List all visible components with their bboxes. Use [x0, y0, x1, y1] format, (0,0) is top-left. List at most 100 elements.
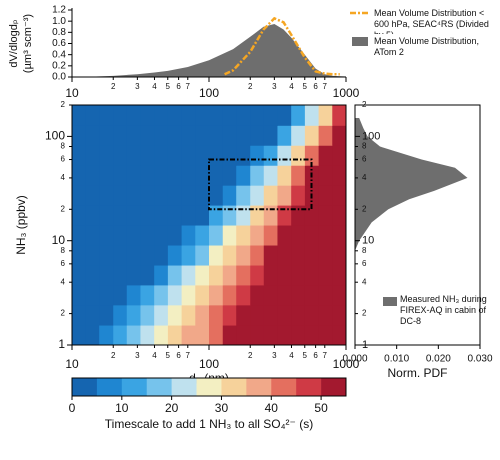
heat-cell [263, 145, 278, 166]
heat-cell [181, 225, 196, 246]
heat-cell [263, 185, 278, 206]
x-tick-label: 4 [289, 351, 294, 360]
heat-cell [222, 105, 237, 126]
heat-cell [209, 325, 224, 346]
heat-cell [126, 225, 141, 246]
heat-cell [140, 165, 155, 186]
heat-cell [250, 165, 265, 186]
heat-cell [113, 285, 128, 306]
heat-cell [277, 304, 292, 326]
heat-cell [99, 105, 114, 126]
heat-cell [236, 265, 251, 286]
heat-cell [222, 325, 237, 346]
y-tick-label: 10 [52, 233, 66, 247]
heat-cell [332, 225, 347, 246]
heat-cell [250, 105, 265, 126]
y-tick-label: 4 [61, 173, 66, 182]
heat-cell [181, 125, 196, 146]
heat-cell [85, 325, 100, 346]
y-tick-label: 0.4 [52, 49, 66, 60]
colorbar-bin [196, 378, 222, 396]
x-tick-label: 2 [248, 82, 253, 91]
heat-cell [181, 145, 196, 166]
heat-cell [304, 265, 320, 286]
heat-cell [140, 325, 155, 346]
x-tick-label: 1000 [333, 357, 360, 371]
heat-cell [291, 245, 306, 266]
heat-cell [113, 185, 128, 206]
heat-cell [236, 304, 251, 326]
heat-cell [318, 225, 333, 246]
heat-cell [113, 325, 128, 346]
colorbar-bin [321, 378, 347, 396]
heat-cell [332, 265, 347, 286]
heat-cell [291, 325, 306, 346]
heat-cell [332, 245, 347, 266]
x-tick-label: 6 [313, 351, 318, 360]
heat-cell [181, 205, 196, 226]
colorbar-tick-label: 40 [265, 401, 279, 415]
heat-cell [263, 165, 278, 186]
heat-cell [72, 265, 87, 286]
heat-cell [181, 105, 196, 126]
heat-cell [209, 145, 224, 166]
heat-cell [236, 245, 251, 266]
heat-cell [99, 325, 114, 346]
heat-cell [236, 165, 251, 186]
volume-line [224, 16, 340, 76]
y-tick-label: 1 [58, 337, 65, 351]
heat-cell [154, 125, 169, 146]
pdf-area [355, 118, 468, 251]
heat-cell [195, 285, 210, 306]
heat-cell [263, 105, 278, 126]
x-tick-label: 4 [152, 82, 157, 91]
legend-text: Mean Volume Distribution, ATom 2 [374, 36, 480, 57]
heat-cell [99, 245, 114, 266]
heat-cell [318, 245, 333, 266]
heat-cell [236, 325, 251, 346]
heat-cell [332, 285, 347, 306]
heat-cell [277, 225, 292, 246]
y-tick-label: 1 [362, 339, 368, 351]
heat-cell [222, 205, 237, 226]
heat-cell [304, 145, 320, 166]
x-tick-label: 3 [135, 351, 140, 360]
heat-cell [140, 285, 155, 306]
heat-cell [332, 105, 347, 126]
heat-cell [277, 245, 292, 266]
heat-cell [72, 105, 87, 126]
heat-cell [140, 145, 155, 166]
x-tick-label: 2 [111, 351, 116, 360]
heat-cell [85, 145, 100, 166]
y-tick-label: 1.0 [52, 16, 66, 27]
heat-cell [167, 304, 183, 326]
heat-cell [140, 245, 155, 266]
y-tick-label: 0.8 [52, 27, 66, 38]
heat-cell [304, 285, 320, 306]
heat-cell [222, 245, 237, 266]
heat-cell [181, 185, 196, 206]
heat-cell [304, 125, 320, 146]
heat-cell [140, 265, 155, 286]
heat-cell [250, 225, 265, 246]
heat-cell [99, 285, 114, 306]
colorbar-tick-label: 20 [165, 401, 179, 415]
heat-cell [167, 265, 183, 286]
heat-cell [167, 325, 183, 346]
y-tick-label: 2 [61, 309, 66, 318]
heat-cell [277, 145, 292, 166]
y-tick-label: 100 [45, 129, 65, 143]
heat-cell [332, 165, 347, 186]
x-tick-label: 3 [135, 82, 140, 91]
heat-cell [332, 304, 347, 326]
heat-cell [154, 285, 169, 306]
heat-cell [195, 205, 210, 226]
heat-cell [85, 225, 100, 246]
heat-cell [72, 245, 87, 266]
heat-cell [263, 225, 278, 246]
heat-cell [332, 205, 347, 226]
y-tick-label: 1.2 [52, 5, 66, 16]
legend-swatch [383, 297, 397, 306]
heat-cell [113, 304, 128, 326]
colorbar-tick-label: 50 [314, 401, 328, 415]
